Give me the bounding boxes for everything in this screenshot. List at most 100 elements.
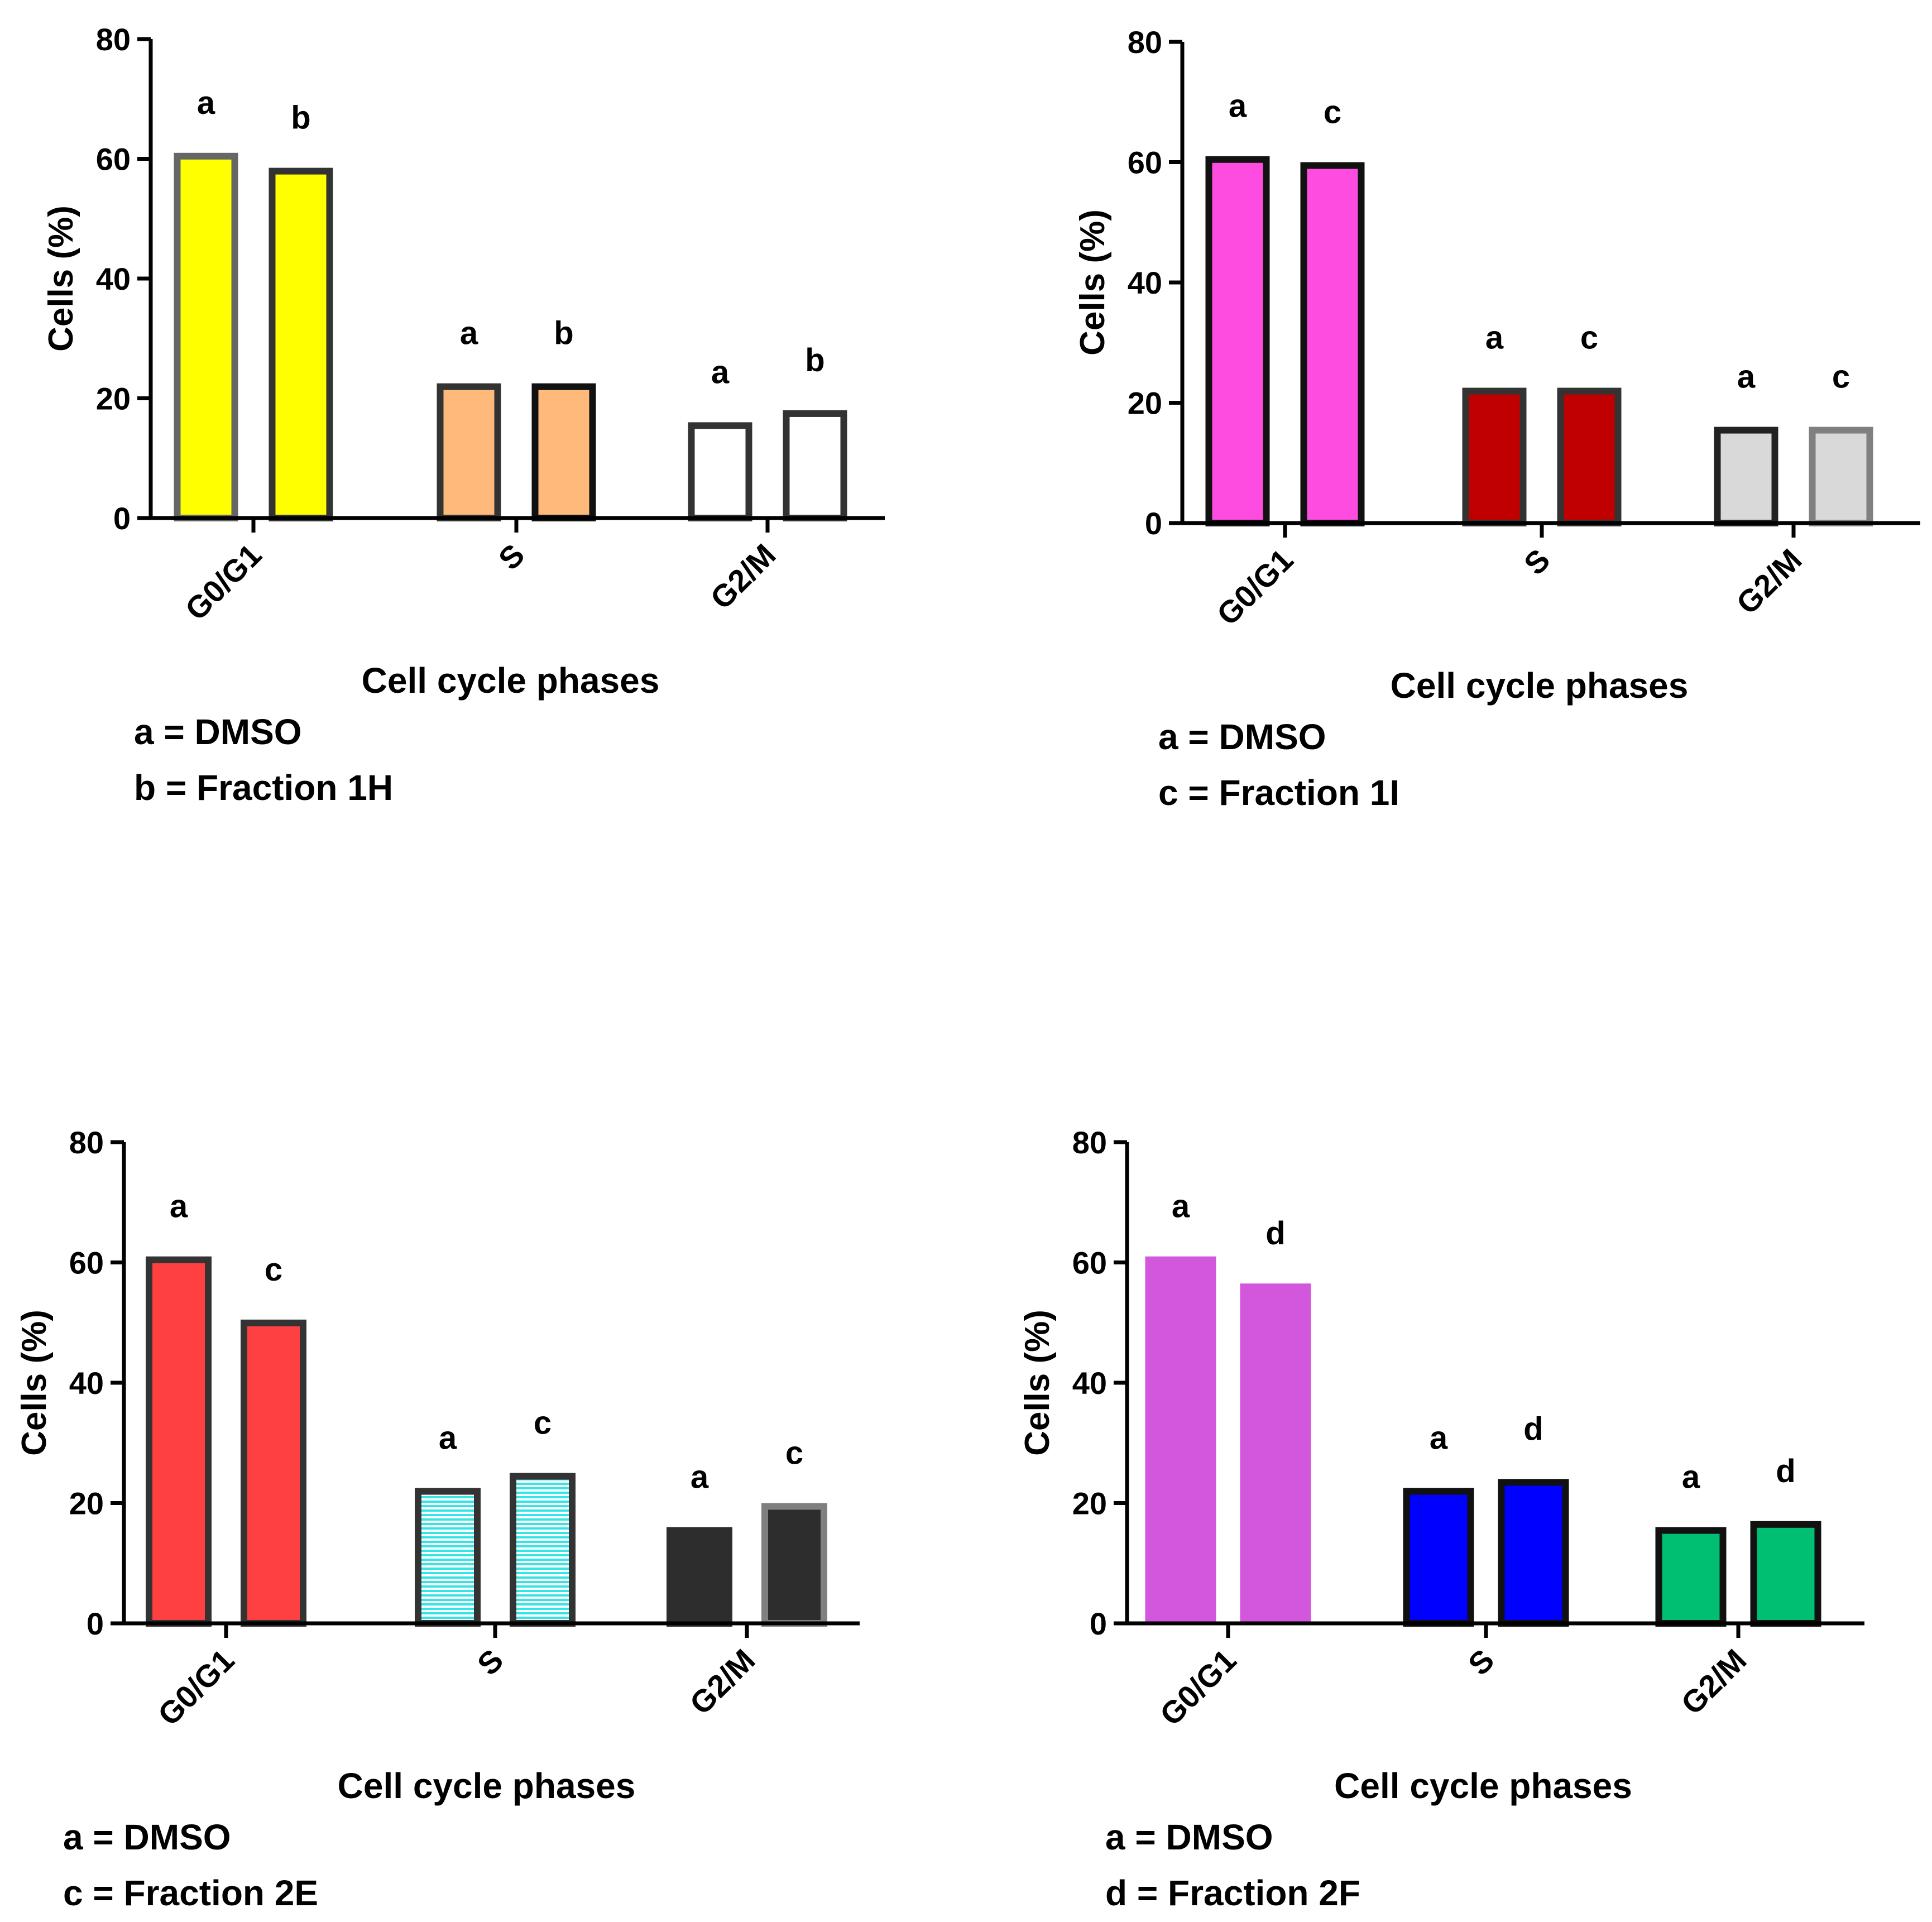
bar-letter-label: d <box>1776 1453 1795 1489</box>
y-tick-label: 20 <box>96 381 131 416</box>
y-tick-label: 60 <box>69 1245 104 1281</box>
x-tick-label: G0/G1 <box>178 537 268 627</box>
x-tick-label: S <box>1517 542 1557 582</box>
bar-letter-label: a <box>711 354 730 390</box>
y-tick-label: 60 <box>1072 1245 1107 1281</box>
bar-c-s <box>510 1473 576 1627</box>
bar-c-s <box>1557 387 1622 526</box>
legend-entry: a = DMSO <box>1158 717 1326 757</box>
bar-letter-label: a <box>460 315 478 352</box>
bar-c-g0g1 <box>1300 162 1365 526</box>
y-tick-label: 40 <box>1128 265 1162 300</box>
bar-letter-label: d <box>1523 1411 1543 1447</box>
y-axis-title: Cells (%) <box>42 205 80 352</box>
y-tick-label: 40 <box>96 261 131 296</box>
bar-letter-label: a <box>1229 88 1247 124</box>
bar-letter-label: c <box>1324 94 1341 131</box>
bar-letter-label: c <box>534 1405 552 1441</box>
bar-a-g0g1 <box>174 152 238 521</box>
y-axis-title: Cells (%) <box>1073 209 1112 356</box>
bar-a-s <box>1462 387 1527 526</box>
x-tick-label: G0/G1 <box>151 1642 241 1732</box>
y-tick-label: 0 <box>1090 1606 1107 1641</box>
y-tick-label: 40 <box>69 1365 104 1401</box>
y-tick-label: 20 <box>1128 386 1162 421</box>
bar-b-g2m <box>783 410 847 522</box>
y-tick-label: 60 <box>96 142 131 177</box>
bar-d-g2m <box>1750 1521 1821 1627</box>
legend-entry: b = Fraction 1H <box>134 768 393 808</box>
x-tick-label: G2/M <box>703 537 782 616</box>
y-tick-label: 0 <box>87 1606 104 1641</box>
bar-letter-label: b <box>291 100 310 136</box>
x-tick-label: S <box>471 1642 510 1682</box>
bar-letter-label: a <box>1172 1188 1190 1225</box>
y-tick-label: 20 <box>1072 1486 1107 1521</box>
bar-a-s <box>437 383 501 521</box>
y-tick-label: 80 <box>1128 25 1162 60</box>
bar-letter-label: a <box>1682 1459 1700 1496</box>
x-axis-title: Cell cycle phases <box>1391 665 1689 706</box>
x-axis-title: Cell cycle phases <box>1334 1766 1632 1806</box>
bar-a-g2m <box>688 422 752 522</box>
bar-letter-label: a <box>1737 359 1756 395</box>
bar-c-g2m <box>761 1503 827 1627</box>
bar-d-s <box>1498 1479 1569 1627</box>
x-tick-label: G2/M <box>1674 1642 1753 1721</box>
bar-letter-label: c <box>265 1252 282 1288</box>
bar-a-g0g1 <box>146 1256 212 1627</box>
x-tick-label: G2/M <box>1729 542 1808 621</box>
x-tick-label: G0/G1 <box>1210 542 1300 632</box>
legend-entry: a = DMSO <box>134 712 302 752</box>
chart-panel-1: a b a b a b 0 20 40 60 80 G0/G1 S G2/M Cells (%) Cell c… <box>42 22 885 808</box>
y-tick-label: 80 <box>96 22 131 57</box>
chart-panel-3: a c a c a c 0 20 40 60 80 G0/G1 S G2/M Cells (%) Cell c… <box>15 1125 860 1913</box>
bar-letter-label: a <box>691 1459 709 1496</box>
y-tick-label: 0 <box>1145 506 1162 541</box>
bar-letter-label: b <box>554 315 573 352</box>
y-tick-label: 80 <box>1072 1125 1107 1160</box>
chart-panel-4: a d a d a d 0 20 40 60 80 G0/G1 S G2/M Cells (%) Cell c… <box>1018 1125 1864 1913</box>
bar-letter-label: a <box>1430 1420 1448 1456</box>
chart-panel-2: a c a c a c 0 20 40 60 80 G0/G1 S G2/M Cells (%) Cell c… <box>1073 25 1920 813</box>
bar-letter-label: a <box>439 1420 457 1456</box>
bar-letter-label: a <box>197 85 215 121</box>
bar-a-g0g1 <box>1205 156 1270 527</box>
legend-entry: c = Fraction 2E <box>63 1873 318 1913</box>
bar-letter-label: a <box>170 1188 188 1225</box>
y-tick-label: 60 <box>1128 145 1162 180</box>
bar-letter-label: c <box>1580 320 1598 356</box>
y-tick-label: 0 <box>113 501 131 536</box>
bar-a-g0g1 <box>1145 1256 1216 1623</box>
bar-b-s <box>531 383 596 521</box>
bar-a-g2m <box>667 1527 732 1627</box>
bar-letter-label: b <box>805 342 824 378</box>
y-tick-label: 40 <box>1072 1365 1107 1401</box>
x-tick-label: S <box>1461 1642 1501 1682</box>
bar-c-g2m <box>1809 426 1873 526</box>
y-axis-title: Cells (%) <box>15 1310 54 1456</box>
bar-letter-label: d <box>1265 1215 1285 1252</box>
y-axis-title: Cells (%) <box>1018 1310 1057 1456</box>
bar-a-s <box>1403 1488 1474 1627</box>
bar-d-g0g1 <box>1240 1283 1311 1623</box>
bar-a-g2m <box>1714 426 1778 526</box>
x-axis-title: Cell cycle phases <box>362 660 660 701</box>
legend-entry: a = DMSO <box>63 1817 231 1857</box>
bar-c-g0g1 <box>241 1319 306 1627</box>
bar-a-s <box>415 1488 481 1627</box>
legend-entry: c = Fraction 1I <box>1158 773 1399 813</box>
bar-b-g0g1 <box>269 167 333 521</box>
y-tick-label: 20 <box>69 1486 104 1521</box>
x-axis-title: Cell cycle phases <box>338 1766 636 1806</box>
legend-entry: d = Fraction 2F <box>1105 1873 1360 1913</box>
bar-letter-label: a <box>1485 320 1504 356</box>
x-tick-label: G0/G1 <box>1153 1642 1243 1732</box>
y-tick-label: 80 <box>69 1125 104 1160</box>
x-tick-label: G2/M <box>683 1642 761 1721</box>
bar-letter-label: c <box>785 1435 803 1472</box>
bar-letter-label: c <box>1832 359 1850 395</box>
bar-a-g2m <box>1655 1527 1727 1627</box>
legend-entry: a = DMSO <box>1105 1817 1273 1857</box>
